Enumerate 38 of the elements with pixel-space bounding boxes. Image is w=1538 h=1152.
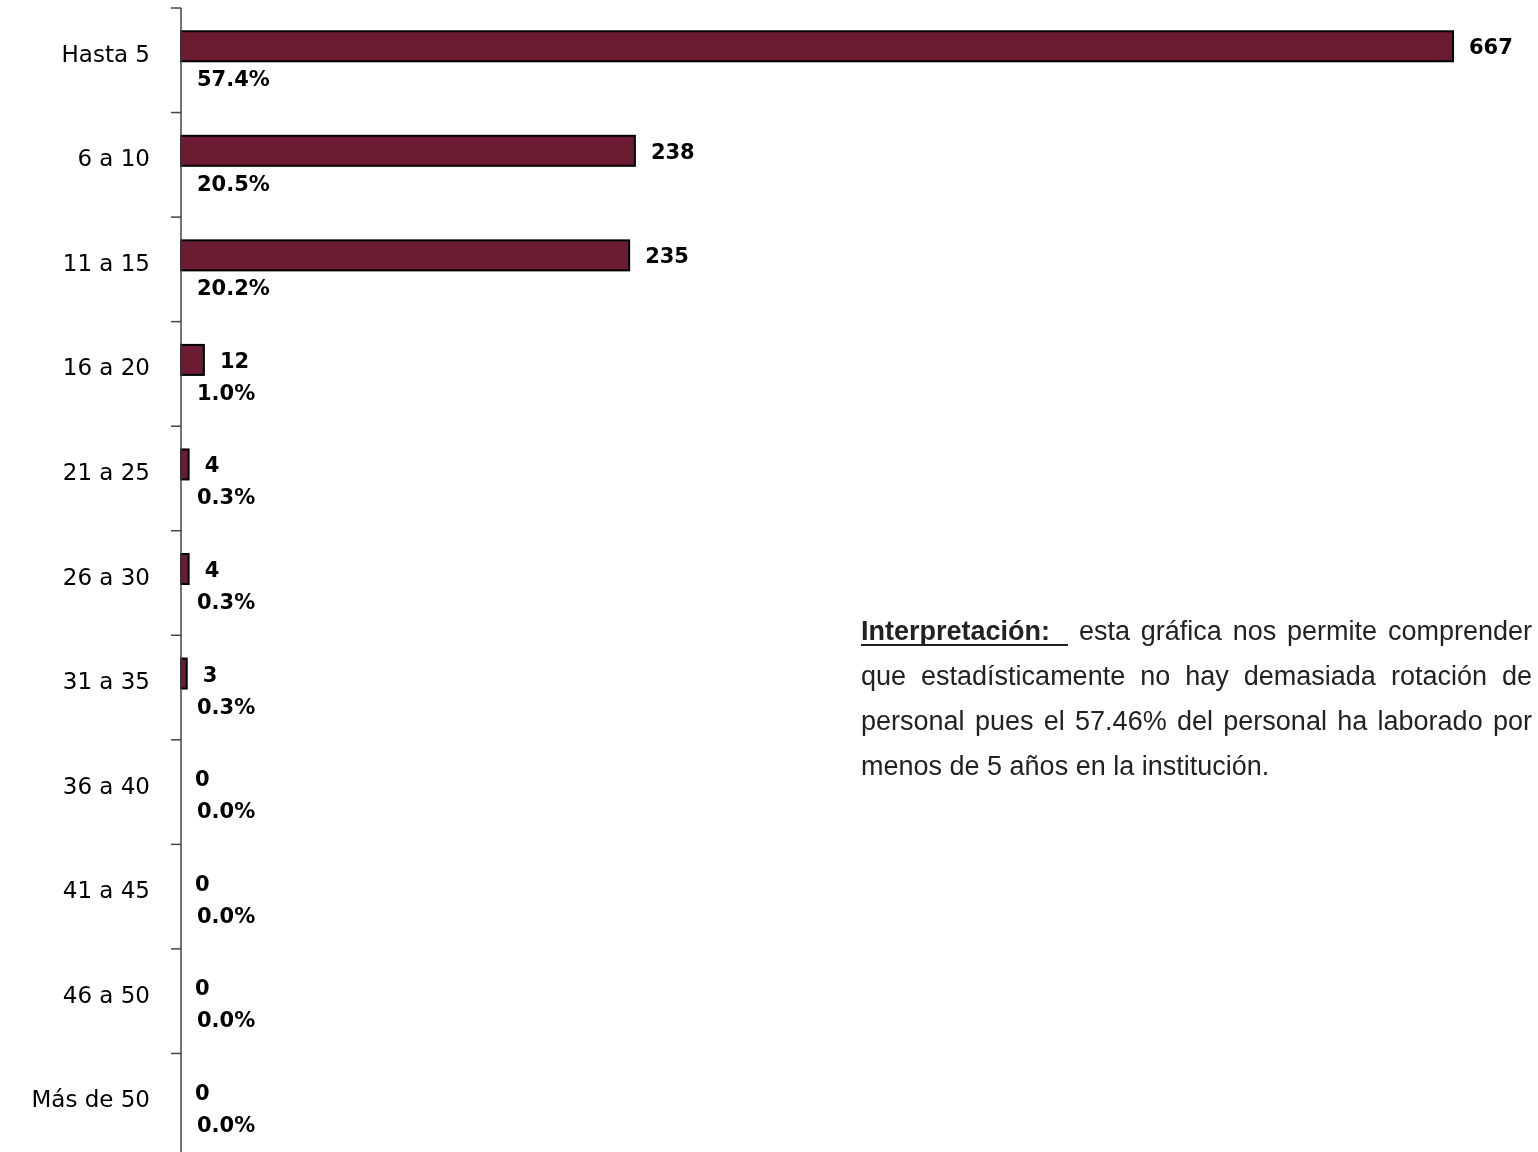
- data-label: 0: [195, 976, 210, 1001]
- annotation: 0.3%: [197, 485, 256, 510]
- annotation: 0.0%: [197, 903, 256, 928]
- y-tick-label: 16 a 20: [62, 354, 150, 381]
- annotation: 20.5%: [197, 171, 270, 196]
- bar: [180, 30, 1454, 63]
- annotation: 0.3%: [197, 694, 256, 719]
- y-tick-label: Más de 50: [31, 1086, 150, 1113]
- data-label: 4: [204, 558, 220, 582]
- y-tick-label: 46 a 50: [62, 981, 150, 1008]
- data-label: 235: [645, 244, 689, 269]
- y-tick-label: Hasta 5: [61, 40, 150, 67]
- y-tick-label: 11 a 15: [62, 249, 150, 276]
- annotation: 0.0%: [197, 1112, 256, 1137]
- bar: [180, 134, 636, 167]
- y-tick-label: 26 a 30: [62, 563, 150, 590]
- annotation: 57.4%: [197, 67, 270, 92]
- data-label: 0: [195, 871, 210, 896]
- annotation: 1.0%: [197, 380, 256, 405]
- bar: [180, 239, 631, 272]
- data-label: 667: [1469, 35, 1513, 60]
- annotation: 20.2%: [197, 276, 270, 301]
- data-label: 12: [219, 348, 250, 373]
- annotation: 0.0%: [197, 799, 256, 824]
- annotation: 0.0%: [197, 1008, 256, 1033]
- y-tick-label: 41 a 45: [62, 877, 150, 904]
- data-label: 3: [202, 662, 218, 687]
- y-tick-label: 31 a 35: [62, 668, 150, 695]
- data-label: 4: [204, 453, 220, 478]
- data-label: 0: [195, 1080, 210, 1105]
- text: Interpretación: esta gráfica nos permite comprender que estadísticamente no hay demasiada rotación de personal pues el 57.46% del personal ha laborado por menos de 5 años en la institución.: [861, 616, 1533, 781]
- y-tick-label: 21 a 25: [62, 458, 150, 485]
- annotation: 0.3%: [197, 590, 256, 614]
- y-tick-label: 6 a 10: [77, 145, 150, 172]
- data-label: 0: [195, 767, 210, 792]
- data-label: 238: [650, 139, 695, 164]
- y-tick-label: 36 a 40: [62, 772, 150, 799]
- bar: [180, 343, 205, 376]
